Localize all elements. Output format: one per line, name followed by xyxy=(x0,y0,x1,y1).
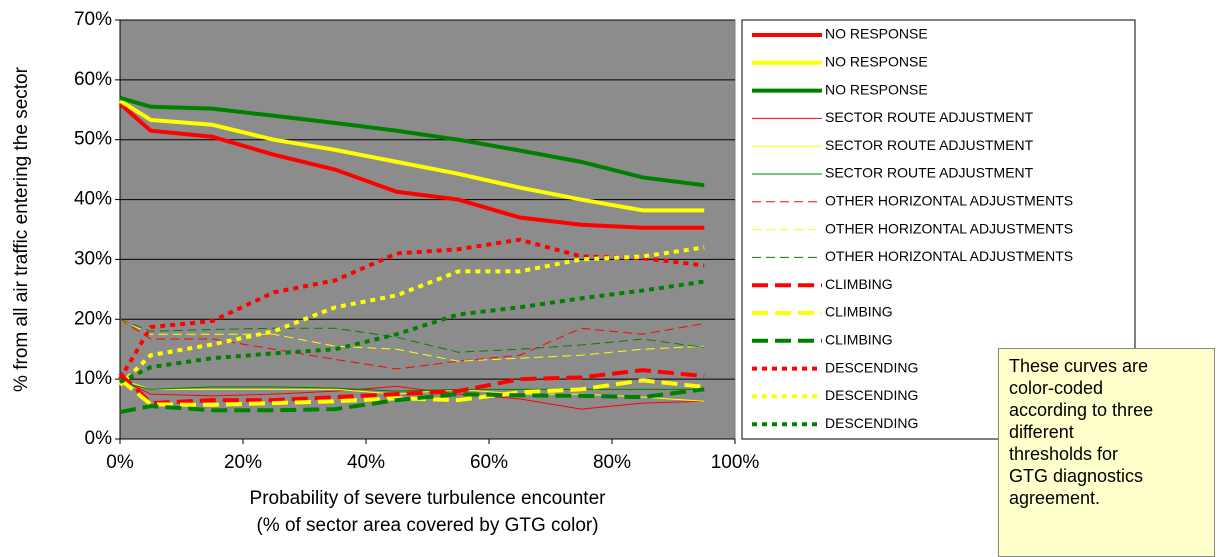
series-line xyxy=(119,95,705,188)
x-tick-label: 80% xyxy=(593,452,631,473)
y-tick-label: 50% xyxy=(74,129,112,150)
y-tick-label: 10% xyxy=(74,368,112,389)
legend-label: OTHER HORIZONTAL ADJUSTMENTS xyxy=(825,220,1073,236)
x-tick-label: 100% xyxy=(711,452,760,473)
series-line xyxy=(119,318,705,353)
legend-label: OTHER HORIZONTAL ADJUSTMENTS xyxy=(825,193,1073,209)
series-line xyxy=(118,237,705,381)
series-line xyxy=(119,381,705,392)
x-tick-label: 20% xyxy=(224,452,262,473)
series-line xyxy=(118,99,705,213)
series-line xyxy=(119,279,705,384)
annotation-box: These curves are color-coded according t… xyxy=(998,348,1215,557)
legend-label: SECTOR ROUTE ADJUSTMENT xyxy=(825,165,1034,181)
x-tick-label: 0% xyxy=(106,452,134,473)
y-tick-label: 0% xyxy=(85,428,113,449)
x-tick-label: 40% xyxy=(347,452,385,473)
series-line xyxy=(118,368,705,406)
series-line xyxy=(118,245,705,387)
legend-label: CLIMBING xyxy=(825,304,893,320)
x-axis-label: Probability of severe turbulence encount… xyxy=(250,488,607,509)
series-line xyxy=(119,378,705,410)
y-tick-label: 40% xyxy=(74,189,112,210)
legend-label: NO RESPONSE xyxy=(825,81,928,97)
legend-label: CLIMBING xyxy=(825,276,893,292)
series-line xyxy=(119,318,705,362)
y-tick-label: 60% xyxy=(74,69,112,90)
x-tick-label: 60% xyxy=(470,452,508,473)
series-line xyxy=(118,102,705,230)
legend-label: SECTOR ROUTE ADJUSTMENT xyxy=(825,137,1034,153)
x-axis-label: (% of sector area covered by GTG color) xyxy=(256,515,598,536)
legend-label: NO RESPONSE xyxy=(825,54,928,70)
y-tick-label: 30% xyxy=(74,248,112,269)
plot-area xyxy=(119,19,736,440)
legend-label: CLIMBING xyxy=(825,332,893,348)
legend-label: DESCENDING xyxy=(825,359,918,375)
y-tick-label: 70% xyxy=(74,9,112,30)
series-line xyxy=(119,387,705,415)
legend-label: DESCENDING xyxy=(825,387,918,403)
y-tick-label: 20% xyxy=(74,308,112,329)
legend-label: OTHER HORIZONTAL ADJUSTMENTS xyxy=(825,248,1073,264)
y-axis-label: % from all air traffic entering the sect… xyxy=(11,66,32,392)
legend-label: DESCENDING xyxy=(825,415,918,431)
annotation: These curves are color-coded according t… xyxy=(1009,356,1154,508)
legend-label: SECTOR ROUTE ADJUSTMENT xyxy=(825,109,1034,125)
series-line xyxy=(119,318,705,370)
legend-label: NO RESPONSE xyxy=(825,26,928,42)
